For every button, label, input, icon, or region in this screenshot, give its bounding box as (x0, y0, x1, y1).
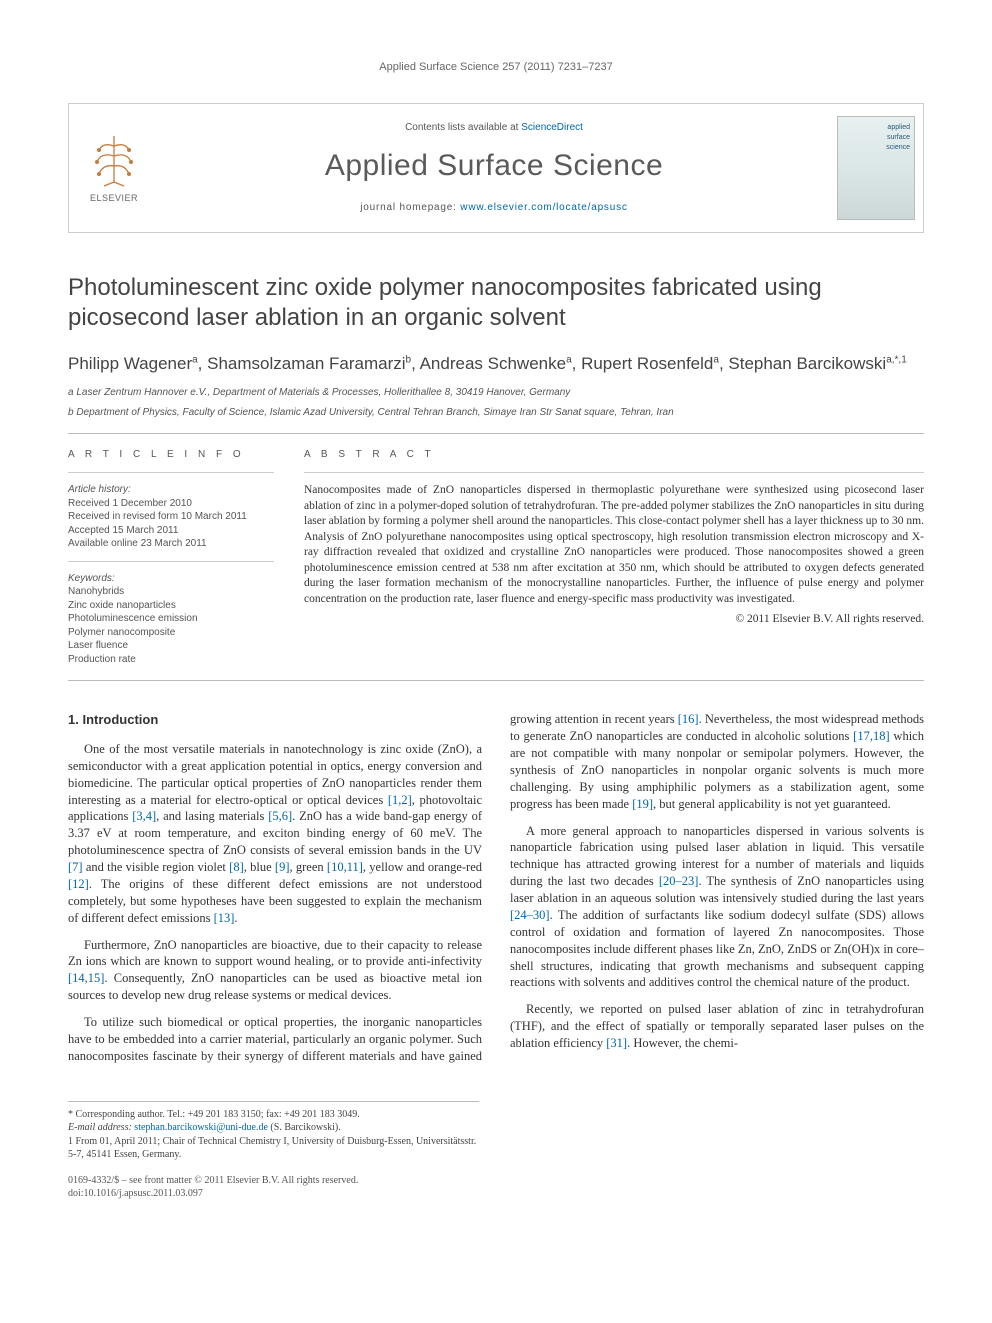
article-info-column: A R T I C L E I N F O Article history: R… (68, 448, 274, 666)
abstract-column: A B S T R A C T Nanocomposites made of Z… (304, 448, 924, 666)
masthead-cover: applied surface science (829, 104, 923, 232)
publisher-label: ELSEVIER (90, 192, 138, 205)
affiliation-b: b Department of Physics, Faculty of Scie… (68, 406, 924, 420)
history-online: Available online 23 March 2011 (68, 538, 207, 549)
journal-homepage-link[interactable]: www.elsevier.com/locate/apsusc (460, 202, 627, 213)
keyword: Zinc oxide nanoparticles (68, 600, 176, 611)
affiliation-a: a Laser Zentrum Hannover e.V., Departmen… (68, 386, 924, 400)
cover-word-1: applied (887, 124, 910, 131)
citation-ref[interactable]: [1,2] (388, 793, 412, 807)
citation-ref[interactable]: [16] (678, 712, 699, 726)
citation-ref[interactable]: [31] (606, 1036, 627, 1050)
author-address-note: 1 From 01, April 2011; Chair of Technica… (68, 1135, 479, 1162)
author-list: Philipp Wagenera, Shamsolzaman Faramarzi… (68, 353, 924, 376)
info-rule-1 (68, 472, 274, 473)
cover-word-3: science (886, 144, 910, 151)
contents-prefix: Contents lists available at (405, 122, 521, 133)
abstract-copyright: © 2011 Elsevier B.V. All rights reserved… (304, 611, 924, 627)
journal-homepage-line: journal homepage: www.elsevier.com/locat… (360, 201, 627, 215)
citation-ref[interactable]: [10,11] (327, 860, 363, 874)
body-paragraph: Furthermore, ZnO nanoparticles are bioac… (68, 937, 482, 1005)
citation-ref[interactable]: [3,4] (132, 809, 156, 823)
info-rule-2 (68, 561, 274, 562)
doi-line: doi:10.1016/j.apsusc.2011.03.097 (68, 1187, 924, 1201)
keywords-block: Keywords: Nanohybrids Zinc oxide nanopar… (68, 572, 274, 667)
sciencedirect-link[interactable]: ScienceDirect (521, 122, 583, 133)
citation-ref[interactable]: [14,15] (68, 971, 104, 985)
corresponding-author-note: * Corresponding author. Tel.: +49 201 18… (68, 1108, 479, 1122)
abstract-heading: A B S T R A C T (304, 448, 924, 462)
citation-ref[interactable]: [7] (68, 860, 83, 874)
cover-word-2: surface (887, 134, 910, 141)
running-head: Applied Surface Science 257 (2011) 7231–… (68, 60, 924, 75)
contents-list-line: Contents lists available at ScienceDirec… (405, 121, 583, 135)
citation-ref[interactable]: [17,18] (853, 729, 889, 743)
section-rule-top (68, 433, 924, 434)
body-paragraph: A more general approach to nanoparticles… (510, 823, 924, 992)
body-paragraph: One of the most versatile materials in n… (68, 741, 482, 927)
citation-ref[interactable]: [12] (68, 877, 89, 891)
email-suffix: (S. Barcikowski). (268, 1122, 341, 1133)
article-history: Article history: Received 1 December 201… (68, 483, 274, 551)
citation-ref[interactable]: [9] (275, 860, 290, 874)
history-revised: Received in revised form 10 March 2011 (68, 511, 247, 522)
citation-ref[interactable]: [5,6] (268, 809, 292, 823)
abstract-rule (304, 472, 924, 473)
footnotes: * Corresponding author. Tel.: +49 201 18… (68, 1101, 479, 1162)
homepage-prefix: journal homepage: (360, 202, 460, 213)
info-abstract-row: A R T I C L E I N F O Article history: R… (68, 448, 924, 666)
body-paragraph: Recently, we reported on pulsed laser ab… (510, 1001, 924, 1052)
keyword: Nanohybrids (68, 586, 124, 597)
elsevier-tree-icon (89, 132, 139, 188)
keyword: Photoluminescence emission (68, 613, 198, 624)
history-received: Received 1 December 2010 (68, 498, 192, 509)
body-two-column: 1. Introduction One of the most versatil… (68, 711, 924, 1064)
email-label: E-mail address: (68, 1122, 134, 1133)
keyword: Production rate (68, 654, 136, 665)
abstract-text: Nanocomposites made of ZnO nanoparticles… (304, 483, 924, 607)
citation-ref[interactable]: [8] (229, 860, 244, 874)
citation-ref[interactable]: [20–23] (659, 874, 699, 888)
article-info-heading: A R T I C L E I N F O (68, 448, 274, 462)
front-matter-line: 0169-4332/$ – see front matter © 2011 El… (68, 1174, 924, 1188)
section-rule-bottom (68, 680, 924, 681)
keyword: Laser fluence (68, 640, 128, 651)
keywords-label: Keywords: (68, 573, 115, 584)
publisher-block: ELSEVIER (69, 104, 159, 232)
doi-block: 0169-4332/$ – see front matter © 2011 El… (68, 1174, 924, 1201)
journal-cover-thumb: applied surface science (837, 116, 915, 220)
citation-ref[interactable]: [24–30] (510, 908, 550, 922)
history-accepted: Accepted 15 March 2011 (68, 525, 178, 536)
history-label: Article history: (68, 484, 131, 495)
journal-name: Applied Surface Science (325, 145, 663, 187)
article-title: Photoluminescent zinc oxide polymer nano… (68, 273, 924, 333)
citation-ref[interactable]: [13] (214, 911, 235, 925)
page: Applied Surface Science 257 (2011) 7231–… (0, 0, 992, 1241)
author-email-link[interactable]: stephan.barcikowski@uni-due.de (134, 1122, 268, 1133)
keyword: Polymer nanocomposite (68, 627, 175, 638)
journal-masthead: ELSEVIER Contents lists available at Sci… (68, 103, 924, 233)
section-heading-intro: 1. Introduction (68, 711, 482, 729)
masthead-center: Contents lists available at ScienceDirec… (159, 104, 829, 232)
citation-ref[interactable]: [19] (632, 797, 653, 811)
email-line: E-mail address: stephan.barcikowski@uni-… (68, 1121, 479, 1135)
